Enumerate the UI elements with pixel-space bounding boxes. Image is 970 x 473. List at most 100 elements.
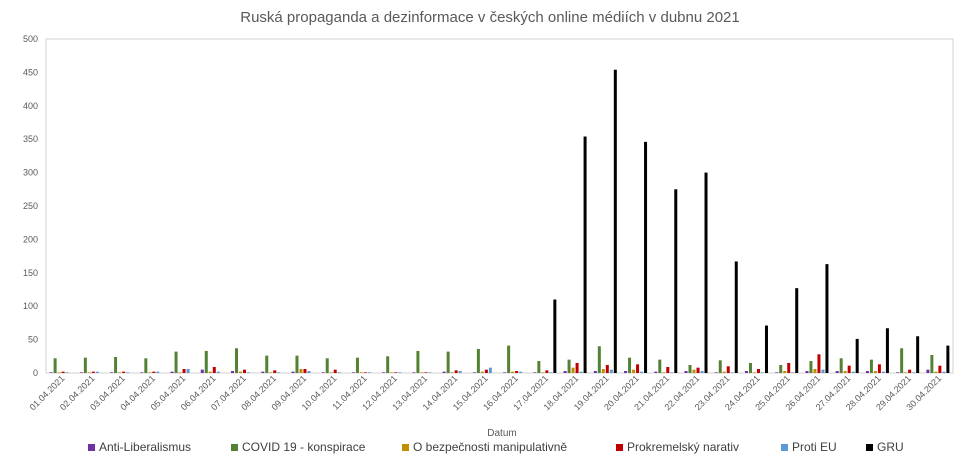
bar	[416, 350, 420, 373]
bar	[791, 372, 795, 373]
bar	[900, 348, 904, 373]
y-tick-label: 200	[23, 234, 38, 244]
legend: Anti-Liberalismus COVID 19 - konspirace O …	[88, 440, 904, 454]
bar	[696, 367, 700, 373]
chart-title: Ruská propaganda a dezinformace v českýc…	[240, 9, 739, 26]
bar	[779, 364, 783, 373]
bar	[817, 354, 821, 373]
bar	[174, 351, 178, 373]
bar	[644, 141, 648, 373]
bar	[57, 372, 61, 373]
bar	[930, 354, 934, 373]
bar	[744, 371, 748, 373]
bar	[624, 371, 628, 373]
bar	[734, 261, 738, 373]
y-tick-label: 250	[23, 201, 38, 211]
bar	[511, 371, 515, 373]
bar	[503, 372, 507, 373]
bar	[813, 368, 817, 373]
bar	[303, 368, 307, 373]
legend-label: COVID 19 - konspirace	[242, 440, 366, 454]
bar	[390, 372, 394, 373]
bar	[662, 372, 666, 373]
bar	[885, 328, 889, 373]
bar	[605, 364, 609, 373]
plot-frame	[45, 38, 954, 374]
bar	[507, 345, 511, 373]
bar	[835, 371, 839, 373]
bar	[726, 366, 730, 373]
bar	[515, 371, 519, 373]
bar	[359, 372, 363, 373]
bar	[926, 369, 930, 373]
bar	[787, 362, 791, 373]
bar	[809, 360, 813, 373]
bar	[53, 358, 57, 373]
bar	[946, 345, 950, 373]
legend-label: GRU	[877, 440, 904, 454]
legend-label: Prokremelský narativ	[627, 440, 739, 454]
y-tick-label: 500	[23, 34, 38, 44]
bar	[873, 371, 877, 373]
bar	[446, 351, 450, 373]
bar	[261, 371, 265, 373]
bar	[156, 371, 160, 373]
bar	[855, 338, 859, 373]
bar	[480, 371, 484, 373]
y-tick-label: 450	[23, 67, 38, 77]
bar	[912, 372, 916, 373]
bar	[730, 372, 734, 373]
bar	[61, 371, 65, 373]
bar	[239, 371, 243, 373]
bar	[186, 368, 190, 373]
bar	[114, 356, 118, 373]
y-tick-label: 0	[33, 368, 38, 378]
bar	[231, 371, 235, 373]
bar	[597, 346, 601, 373]
bar	[764, 325, 768, 373]
bar	[295, 355, 299, 373]
bar	[847, 365, 851, 373]
bar	[718, 360, 722, 373]
legend-swatch	[866, 444, 873, 451]
bar	[938, 365, 942, 373]
x-axis-label: Datum	[487, 428, 516, 439]
bar	[670, 372, 674, 373]
bar	[144, 358, 148, 373]
bar	[442, 371, 446, 373]
y-tick-label: 100	[23, 301, 38, 311]
bar	[351, 372, 355, 373]
y-tick-label: 300	[23, 168, 38, 178]
bar	[247, 372, 251, 373]
bar	[367, 372, 371, 373]
x-axis: 01.04.202102.04.202103.04.202104.04.2021…	[28, 373, 944, 412]
bar	[325, 358, 329, 373]
legend-label: O bezpečnosti manipulativně	[413, 440, 567, 454]
bar	[601, 368, 605, 373]
bar	[795, 288, 799, 373]
bar	[805, 371, 809, 373]
bar	[545, 370, 549, 373]
bar	[488, 367, 492, 373]
bar	[942, 371, 946, 373]
bar	[140, 372, 144, 373]
y-axis: 0 50 100 150 200 250 300 350 400 450 500	[23, 34, 38, 378]
bar	[904, 372, 908, 373]
bar	[748, 362, 752, 373]
bar	[79, 372, 83, 373]
bar	[714, 372, 718, 373]
bar	[152, 371, 156, 373]
bar	[337, 372, 341, 373]
bar	[896, 372, 900, 373]
bar	[674, 189, 678, 373]
bar	[95, 371, 99, 373]
bar	[640, 371, 644, 373]
bar	[386, 356, 390, 373]
bar	[363, 372, 367, 373]
bar	[688, 364, 692, 373]
bar	[700, 371, 704, 373]
bar	[110, 372, 114, 373]
bar	[83, 357, 87, 373]
legend-swatch	[616, 444, 623, 451]
